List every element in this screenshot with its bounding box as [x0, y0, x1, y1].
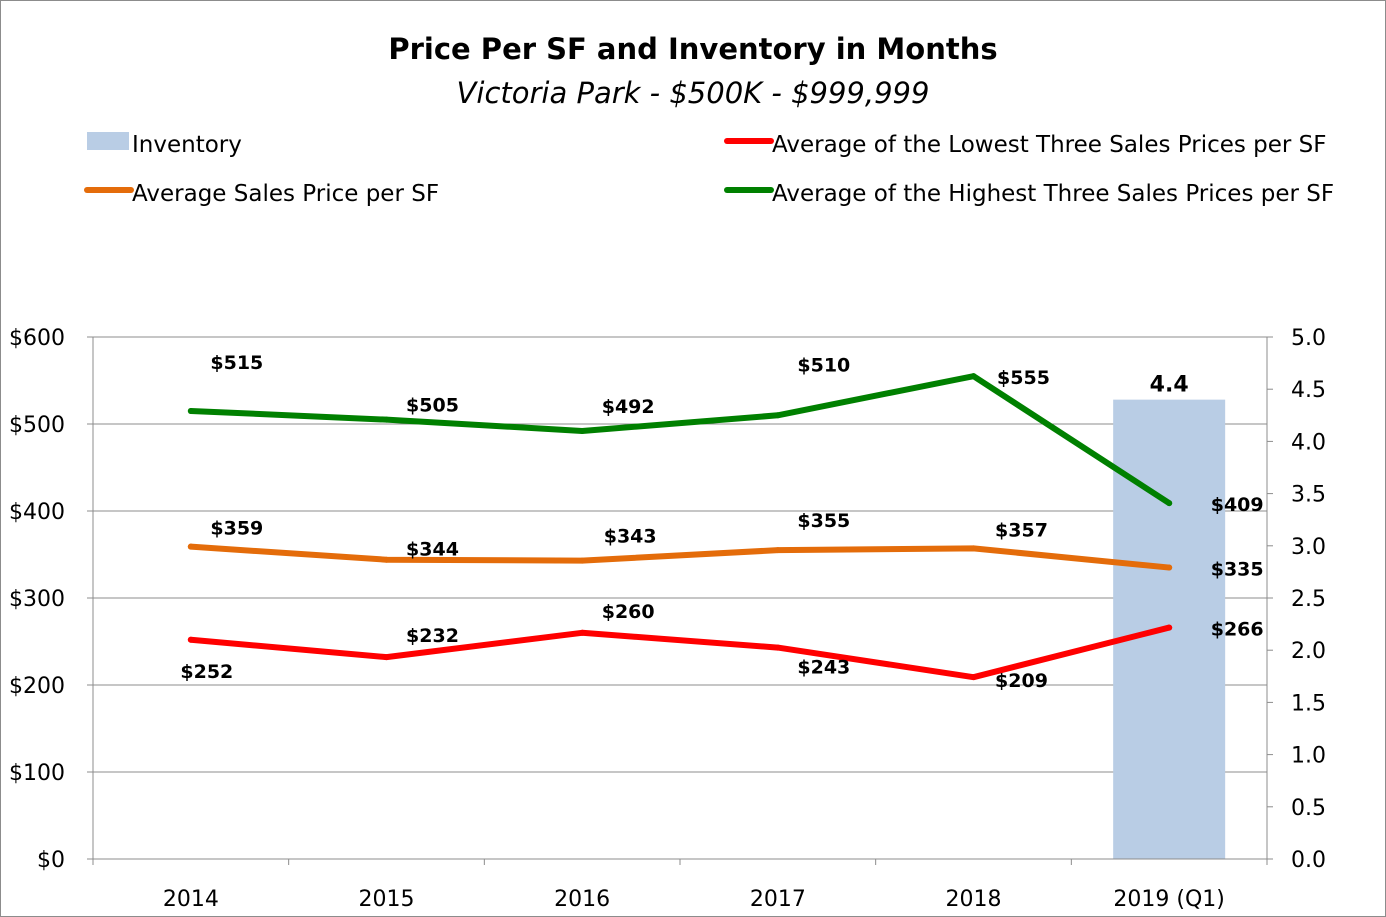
x-tick-label: 2014 [163, 887, 219, 912]
y-left-tick-label: $100 [9, 761, 65, 786]
x-tick-label: 2018 [946, 887, 1002, 912]
data-point-highest-three [187, 407, 194, 414]
y-left-tick-label: $0 [37, 848, 65, 873]
data-point-highest-three [383, 416, 390, 423]
legend-label: Inventory [132, 132, 242, 158]
y-left-tick-label: $600 [9, 326, 65, 351]
plot-area: $0 $100 $200 $300 $400 $500 $600 0.0 0.5 1.0 1.5 2.… [9, 326, 1326, 912]
data-label-average: $355 [797, 510, 850, 532]
x-tick-label: 2017 [750, 887, 806, 912]
data-point-lowest-three [579, 629, 586, 636]
legend-label: Average of the Highest Three Sales Price… [772, 181, 1334, 207]
inventory-bar-label: 4.4 [1150, 373, 1189, 398]
data-point-average [970, 545, 977, 552]
data-point-average [774, 547, 781, 554]
y-right-tick-label: 2.0 [1291, 639, 1326, 664]
y-right-tick-label: 5.0 [1291, 326, 1326, 351]
data-point-average [1166, 564, 1173, 571]
data-label-highest-three: $409 [1211, 494, 1264, 516]
data-label-highest-three: $515 [210, 352, 263, 374]
data-label-average: $344 [406, 539, 459, 561]
data-point-lowest-three [383, 654, 390, 661]
chart-subtitle: Victoria Park - $500K - $999,999 [457, 76, 930, 110]
legend-label: Average of the Lowest Three Sales Prices… [772, 132, 1327, 158]
series-line-average [187, 543, 1173, 571]
data-label-average: $357 [995, 519, 1048, 541]
data-label-highest-three: $505 [406, 395, 459, 417]
data-point-average [187, 543, 194, 550]
legend-label: Average Sales Price per SF [132, 181, 439, 207]
y-right-tick-label: 1.0 [1291, 744, 1326, 769]
y-right-tick-label: 0.0 [1291, 848, 1326, 873]
data-point-average [383, 556, 390, 563]
y-right-tick-label: 0.5 [1291, 796, 1326, 821]
x-tick-label: 2016 [554, 887, 610, 912]
data-label-average: $359 [210, 518, 263, 540]
y-right-tick-label: 3.5 [1291, 483, 1326, 508]
data-label-highest-three: $555 [997, 367, 1050, 389]
y-left-tick-label: $300 [9, 587, 65, 612]
data-label-highest-three: $492 [602, 396, 655, 418]
legend: Inventory Average of the Lowest Three Sal… [84, 132, 1334, 207]
series-line-highest-three [187, 373, 1173, 507]
data-label-lowest-three: $209 [995, 670, 1048, 692]
data-point-highest-three [774, 412, 781, 419]
y-right-tick-label: 2.5 [1291, 587, 1326, 612]
series-line-lowest-three [187, 624, 1173, 681]
data-point-lowest-three [1166, 624, 1173, 631]
data-point-lowest-three [774, 644, 781, 651]
y-left-tick-label: $400 [9, 500, 65, 525]
y-right-tick-label: 4.5 [1291, 378, 1326, 403]
data-label-highest-three: $510 [797, 354, 850, 376]
data-label-lowest-three: $243 [797, 657, 850, 679]
y-left-tick-label: $200 [9, 674, 65, 699]
y-right-tick-label: 4.0 [1291, 430, 1326, 455]
chart-title: Price Per SF and Inventory in Months [388, 32, 997, 66]
data-label-average: $343 [604, 526, 657, 548]
data-label-lowest-three: $260 [602, 601, 655, 623]
data-label-lowest-three: $266 [1211, 619, 1264, 641]
data-label-lowest-three: $252 [180, 661, 233, 683]
data-label-average: $335 [1211, 559, 1264, 581]
x-tick-label: 2015 [359, 887, 415, 912]
data-label-lowest-three: $232 [406, 625, 459, 647]
legend-swatch-inventory [87, 132, 129, 150]
y-left-tick-label: $500 [9, 413, 65, 438]
data-point-highest-three [970, 373, 977, 380]
data-point-lowest-three [187, 636, 194, 643]
y-right-tick-label: 1.5 [1291, 691, 1326, 716]
data-point-highest-three [579, 427, 586, 434]
y-right-tick-label: 3.0 [1291, 535, 1326, 560]
data-point-average [579, 557, 586, 564]
x-tick-label: 2019 (Q1) [1113, 887, 1224, 912]
data-point-lowest-three [970, 674, 977, 681]
data-point-highest-three [1166, 500, 1173, 507]
